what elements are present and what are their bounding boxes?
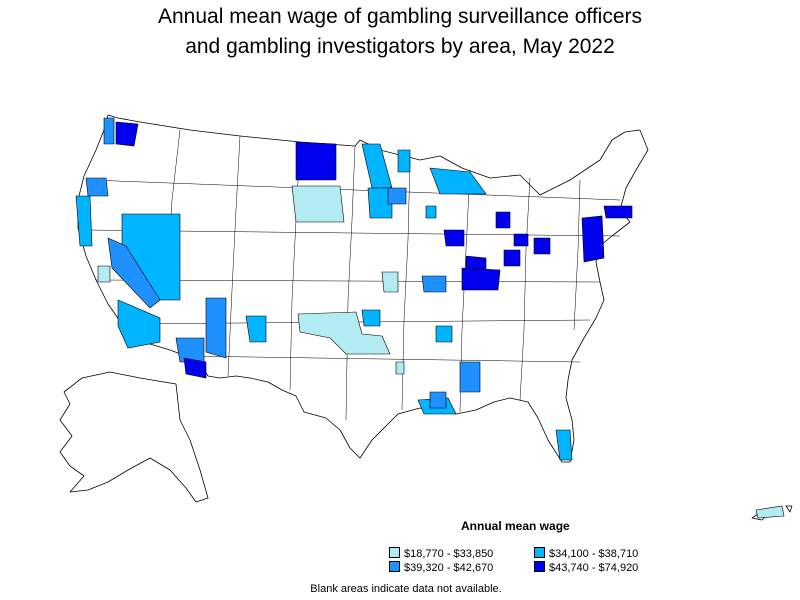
legend-label-3: $39,320 - $42,670 bbox=[404, 562, 494, 574]
area-washington-coast bbox=[103, 117, 115, 145]
area-florida bbox=[555, 429, 573, 461]
footnote: Blank areas indicate data not available. bbox=[310, 583, 502, 595]
area-oklahoma bbox=[297, 311, 391, 355]
area-south-dakota bbox=[291, 185, 345, 223]
legend-swatch-3 bbox=[389, 561, 400, 572]
area-minnesota-central bbox=[367, 187, 393, 219]
area-north-dakota bbox=[295, 141, 337, 181]
legend-item-2: $34,100 - $38,710 bbox=[534, 547, 638, 560]
area-arizona-central bbox=[205, 297, 227, 359]
area-arizona-south bbox=[175, 337, 205, 363]
area-wisconsin bbox=[429, 167, 487, 195]
area-kentucky bbox=[461, 267, 501, 291]
legend-item-1: $18,770 - $33,850 bbox=[389, 547, 493, 560]
area-california-sierra bbox=[107, 237, 161, 309]
legend-swatch-2 bbox=[534, 547, 545, 558]
area-louisiana-south bbox=[429, 391, 447, 409]
area-oregon bbox=[85, 177, 109, 197]
area-ohio-east bbox=[513, 233, 529, 247]
area-hawaii bbox=[755, 505, 785, 519]
area-arizona-tucson bbox=[183, 357, 207, 379]
alaska-outline bbox=[59, 371, 209, 503]
area-mississippi bbox=[395, 361, 405, 375]
legend-label-4: $43,740 - $74,920 bbox=[549, 562, 639, 574]
area-oklahoma-east bbox=[361, 309, 381, 327]
area-connecticut bbox=[603, 205, 633, 219]
legend-swatch-1 bbox=[389, 547, 400, 558]
legend-label-2: $34,100 - $38,710 bbox=[549, 548, 639, 560]
area-pennsylvania bbox=[533, 237, 551, 255]
wage-areas bbox=[75, 117, 785, 519]
area-new-york-nj bbox=[581, 215, 605, 263]
area-washington-seattle bbox=[115, 121, 139, 147]
map-title: Annual mean wage of gambling surveillanc… bbox=[0, 2, 800, 62]
area-iowa bbox=[425, 205, 437, 219]
legend-item-4: $43,740 - $74,920 bbox=[534, 561, 638, 574]
area-kansas bbox=[381, 271, 399, 293]
area-mississippi-south bbox=[459, 361, 481, 393]
title-line-2: and gambling investigators by area, May … bbox=[185, 35, 615, 58]
legend-title: Annual mean wage bbox=[461, 519, 570, 533]
area-illinois bbox=[443, 229, 465, 247]
legend-label-1: $18,770 - $33,850 bbox=[404, 548, 494, 560]
area-missouri bbox=[435, 325, 453, 343]
area-minnesota-east bbox=[387, 187, 407, 205]
area-kansas-city bbox=[421, 275, 447, 293]
area-california-small bbox=[97, 265, 111, 283]
legend-swatch-4 bbox=[534, 561, 545, 572]
legend-item-3: $39,320 - $42,670 bbox=[389, 561, 493, 574]
area-arizona-west bbox=[117, 299, 161, 349]
title-line-1: Annual mean wage of gambling surveillanc… bbox=[157, 5, 643, 28]
area-michigan-detroit bbox=[495, 211, 511, 229]
area-colorado bbox=[245, 315, 267, 343]
area-michigan-up bbox=[397, 149, 411, 173]
area-ohio bbox=[503, 249, 521, 267]
area-oregon-coast bbox=[75, 195, 93, 247]
